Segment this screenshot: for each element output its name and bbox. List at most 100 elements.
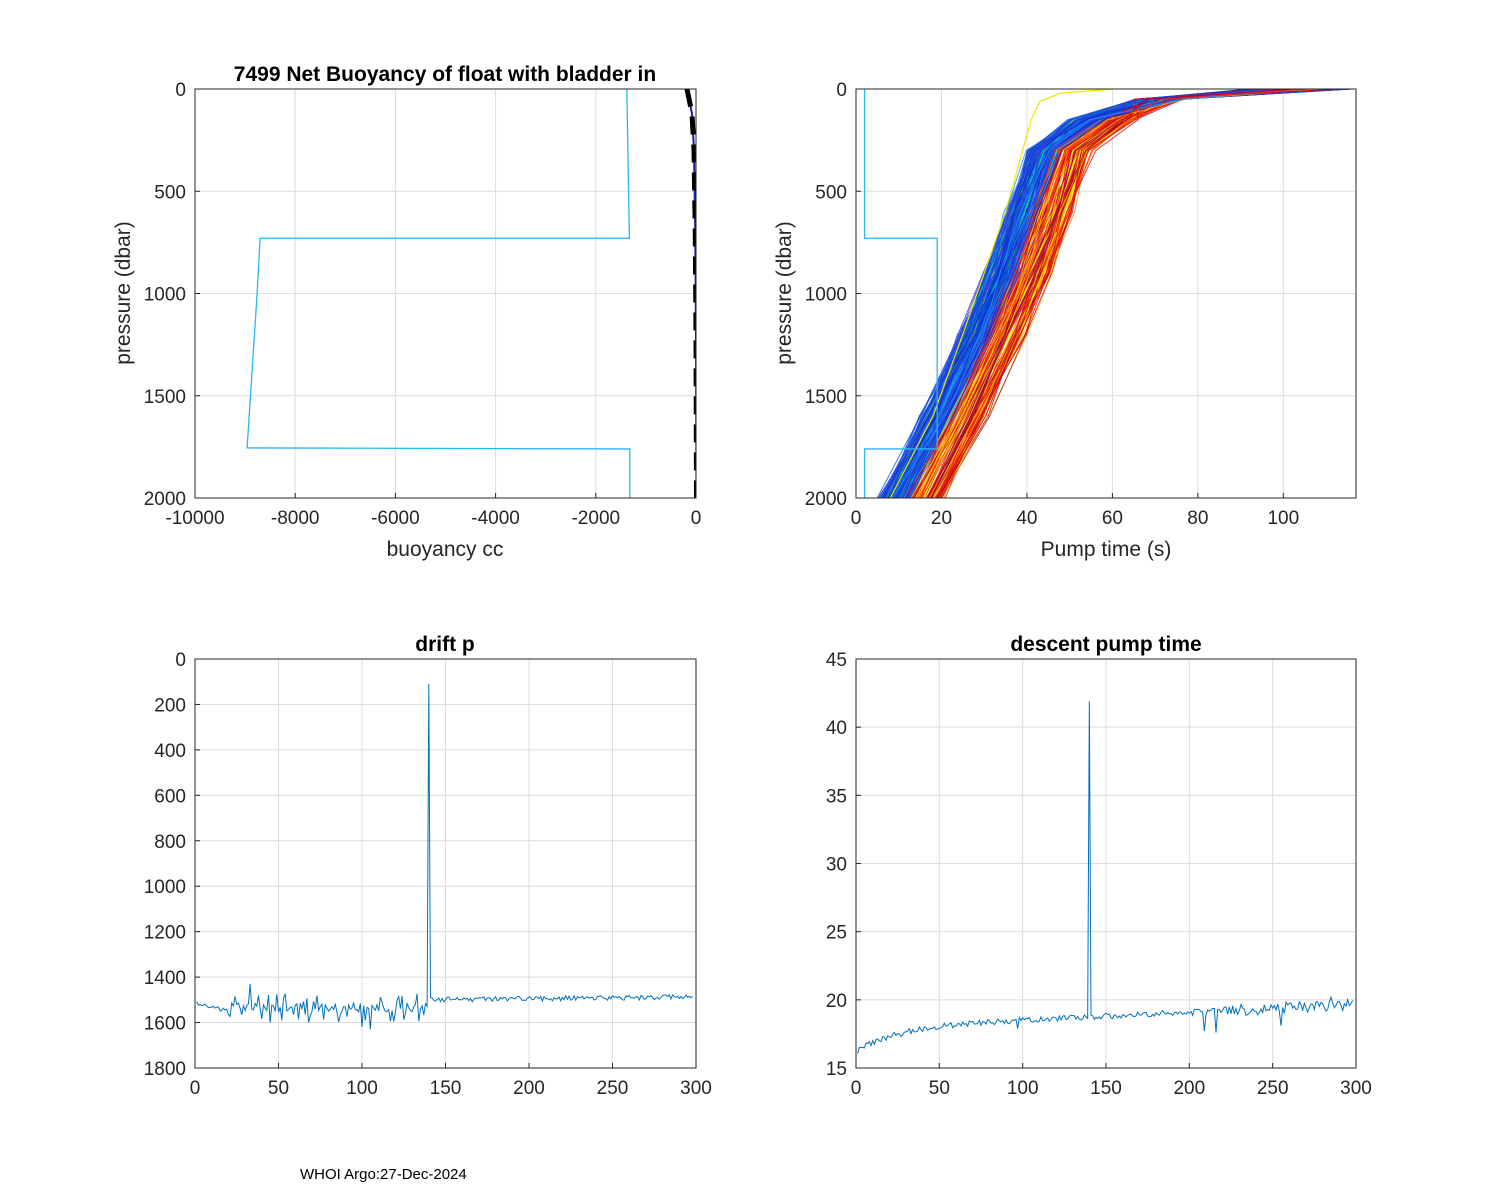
y-tick-label: 400 bbox=[154, 741, 186, 762]
x-tick-label: 50 bbox=[268, 1078, 289, 1099]
pump-profile-line bbox=[930, 89, 1288, 498]
y-tick-label: 1800 bbox=[144, 1059, 186, 1080]
plot-lines bbox=[857, 701, 1354, 1054]
chart-title: descent pump time bbox=[1010, 633, 1201, 656]
axes-box bbox=[855, 658, 1357, 1069]
x-tick-label: 0 bbox=[851, 508, 862, 529]
axes-box bbox=[194, 88, 697, 499]
axes-box bbox=[194, 658, 697, 1069]
x-tick-label: 100 bbox=[346, 1078, 378, 1099]
pump-profile-line bbox=[906, 89, 1260, 498]
y-tick-label: 35 bbox=[826, 786, 847, 807]
y-tick-labels: 0 200 400 600 800 1000 1200 1400 1600 1800 bbox=[144, 650, 186, 1080]
x-tick-label: 150 bbox=[430, 1078, 462, 1099]
x-tick-label: 300 bbox=[680, 1078, 712, 1099]
y-tick-label: 30 bbox=[826, 855, 847, 876]
y-tick-label: 25 bbox=[826, 923, 847, 944]
chart-title: 7499 Net Buoyancy of float with bladder … bbox=[234, 63, 656, 86]
y-axis-label: pressure (dbar) bbox=[773, 221, 796, 365]
x-tick-label: 250 bbox=[597, 1078, 629, 1099]
drift-p-chart: 0 50 100 150 200 250 300 0 200 400 600 800 1000 1200… bbox=[144, 633, 712, 1099]
pump-profile-line bbox=[926, 89, 1288, 498]
y-tick-label: 500 bbox=[154, 182, 186, 203]
footer-credit: WHOI Argo:27-Dec-2024 bbox=[300, 1166, 467, 1183]
y-tick-label: 1500 bbox=[805, 387, 847, 408]
y-tick-label: 2000 bbox=[805, 489, 847, 510]
x-tick-labels: 0 50 100 150 200 250 300 bbox=[851, 1078, 1372, 1099]
y-tick-label: 1000 bbox=[805, 285, 847, 306]
y-tick-label: 2000 bbox=[144, 489, 186, 510]
y-tick-label: 1000 bbox=[144, 877, 186, 898]
pump-time-chart: 0 20 40 60 80 100 0 500 1000 1500 2000 Pump time … bbox=[773, 80, 1357, 561]
y-tick-label: 600 bbox=[154, 786, 186, 807]
pump-profile-line bbox=[876, 89, 1261, 498]
drift-p-line bbox=[196, 683, 693, 1030]
y-tick-label: 1000 bbox=[144, 285, 186, 306]
net-buoyancy-line bbox=[686, 89, 696, 498]
x-tick-label: -2000 bbox=[571, 508, 620, 529]
axes-box bbox=[855, 88, 1357, 499]
x-tick-label: 200 bbox=[513, 1078, 545, 1099]
y-tick-label: 45 bbox=[826, 650, 847, 671]
pump-profile-line bbox=[905, 89, 1351, 498]
x-tick-label: 50 bbox=[929, 1078, 950, 1099]
y-tick-label: 200 bbox=[154, 695, 186, 716]
y-tick-label: 0 bbox=[836, 80, 847, 101]
x-axis-label: buoyancy cc bbox=[387, 538, 504, 561]
y-tick-label: 0 bbox=[175, 650, 186, 671]
y-tick-label: 1400 bbox=[144, 968, 186, 989]
net-buoyancy-chart: -10000 -8000 -6000 -4000 -2000 0 0 500 1000 1500… bbox=[112, 63, 701, 561]
plot-lines bbox=[863, 89, 1352, 498]
x-tick-label: -10000 bbox=[165, 508, 224, 529]
x-tick-label: 60 bbox=[1102, 508, 1123, 529]
plot-lines bbox=[246, 89, 696, 498]
x-tick-label: 80 bbox=[1187, 508, 1208, 529]
x-tick-label: -4000 bbox=[471, 508, 520, 529]
x-tick-label: -8000 bbox=[271, 508, 320, 529]
pump-profile-line bbox=[910, 89, 1323, 498]
x-tick-label: 300 bbox=[1340, 1078, 1372, 1099]
x-tick-label: 200 bbox=[1173, 1078, 1205, 1099]
pump-profile-line bbox=[937, 89, 1294, 498]
y-tick-labels: 0 500 1000 1500 2000 bbox=[805, 80, 847, 510]
y-tick-label: 20 bbox=[826, 991, 847, 1012]
y-tick-label: 1200 bbox=[144, 923, 186, 944]
x-tick-label: -6000 bbox=[371, 508, 420, 529]
pump-profile-line bbox=[935, 89, 1339, 498]
x-axis-label: Pump time (s) bbox=[1041, 538, 1172, 561]
chart-title: drift p bbox=[415, 633, 474, 656]
x-tick-labels: 0 20 40 60 80 100 bbox=[851, 508, 1299, 529]
y-tick-labels: 15 20 25 30 35 40 45 bbox=[826, 650, 847, 1080]
x-tick-label: 100 bbox=[1007, 1078, 1039, 1099]
pump-profile-line bbox=[921, 89, 1339, 498]
x-tick-label: 100 bbox=[1267, 508, 1299, 529]
pump-profile-line bbox=[883, 89, 1263, 498]
plot-lines bbox=[196, 683, 693, 1030]
x-tick-label: 40 bbox=[1016, 508, 1037, 529]
y-tick-label: 800 bbox=[154, 832, 186, 853]
pump-profile-line bbox=[888, 89, 1346, 498]
y-tick-label: 1500 bbox=[144, 387, 186, 408]
x-tick-label: 250 bbox=[1257, 1078, 1289, 1099]
y-tick-label: 500 bbox=[815, 182, 847, 203]
grid bbox=[855, 88, 1356, 499]
y-tick-label: 15 bbox=[826, 1059, 847, 1080]
x-tick-label: 20 bbox=[931, 508, 952, 529]
descent-pump-time-line bbox=[857, 701, 1354, 1054]
bladder-step-line bbox=[246, 89, 631, 498]
pump-profile-line bbox=[891, 89, 1307, 498]
x-tick-label: 0 bbox=[851, 1078, 862, 1099]
y-tick-label: 0 bbox=[175, 80, 186, 101]
y-axis-label: pressure (dbar) bbox=[112, 221, 135, 365]
y-tick-label: 40 bbox=[826, 718, 847, 739]
pump-profile-line bbox=[901, 89, 1344, 498]
y-tick-labels: 0 500 1000 1500 2000 bbox=[144, 80, 186, 510]
x-tick-label: 0 bbox=[691, 508, 702, 529]
x-tick-labels: 0 50 100 150 200 250 300 bbox=[190, 1078, 712, 1099]
y-tick-label: 1600 bbox=[144, 1014, 186, 1035]
x-tick-label: 150 bbox=[1090, 1078, 1122, 1099]
pump-profile-line bbox=[877, 89, 1289, 498]
descent-pump-time-chart: 0 50 100 150 200 250 300 15 20 25 30 35 40 45 descen… bbox=[826, 633, 1372, 1099]
x-tick-labels: -10000 -8000 -6000 -4000 -2000 0 bbox=[165, 508, 701, 529]
